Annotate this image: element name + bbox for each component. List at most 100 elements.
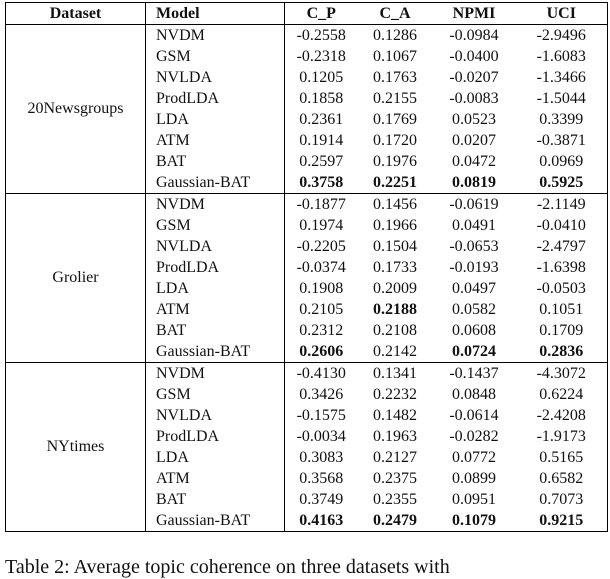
- model-cell: ProdLDA: [145, 88, 285, 109]
- model-cell: LDA: [145, 278, 285, 299]
- value-cell: -0.0034: [296, 427, 346, 445]
- value-cell: 0.3399: [515, 109, 608, 130]
- value-cell: -0.2318: [296, 47, 346, 65]
- value-cell: -0.0193: [449, 258, 499, 276]
- value-cell: 0.1858: [299, 89, 344, 107]
- value-cell: 0.2597: [299, 152, 344, 170]
- value-cell: 0.0772: [452, 448, 496, 466]
- table-row: NVLDA -0.2205 0.1504 -0.0653 -2.4797: [6, 236, 608, 257]
- value-cell: 0.2606: [284, 341, 358, 363]
- model-cell: NVDM: [145, 193, 285, 215]
- value-cell: 0.1963: [373, 427, 417, 445]
- table-row: ATM 0.3568 0.2375 0.0899 0.6582: [6, 468, 608, 489]
- value-cell: 0.1966: [373, 216, 417, 234]
- value-cell: 0.2361: [299, 110, 344, 128]
- table-row: 20Newsgroups NVDM -0.2558 0.1286 -0.0984 -2.9…: [5, 24, 608, 194]
- value-cell: 0.2355: [373, 490, 417, 508]
- value-cell: 0.0472: [452, 152, 496, 170]
- value-cell: 0.9215: [515, 510, 608, 532]
- model-cell: NVLDA: [145, 67, 285, 88]
- value-cell: 0.1286: [357, 24, 433, 46]
- value-cell: -1.6398: [515, 257, 608, 278]
- value-cell: -0.0207: [449, 68, 499, 86]
- model-cell: ATM: [145, 299, 285, 320]
- value-cell: -1.6083: [515, 46, 608, 67]
- value-cell: 0.3426: [299, 385, 344, 403]
- model-cell: ProdLDA: [145, 426, 285, 447]
- value-cell: 0.2479: [357, 510, 433, 532]
- table-row: Gaussian-BAT 0.2606 0.2142 0.0724 0.2836: [6, 341, 608, 363]
- value-cell: 0.7073: [515, 489, 608, 510]
- table-row: Grolier NVDM -0.1877 0.1456 -0.0619 -2.1149: [5, 193, 608, 363]
- model-cell: BAT: [145, 320, 285, 341]
- value-cell: 0.1709: [515, 320, 608, 341]
- model-cell: LDA: [145, 109, 285, 130]
- value-cell: 0.1908: [299, 279, 344, 297]
- value-cell: 0.1205: [299, 68, 344, 86]
- value-cell: 0.0848: [452, 385, 496, 403]
- value-cell: -0.2205: [296, 237, 346, 255]
- value-cell: 0.2232: [373, 385, 417, 403]
- header-cell: C_P: [284, 2, 358, 25]
- header-cell: C_A: [357, 2, 433, 25]
- value-cell: -0.3871: [515, 130, 608, 151]
- value-cell: -2.9496: [515, 24, 608, 46]
- value-cell: -1.5044: [515, 88, 608, 109]
- value-cell: -0.0653: [449, 237, 499, 255]
- value-cell: 0.1976: [373, 152, 417, 170]
- value-cell: -0.0410: [515, 215, 608, 236]
- value-cell: 0.1456: [357, 193, 433, 215]
- value-cell: 0.1079: [432, 510, 516, 532]
- table-row: NVLDA 0.1205 0.1763 -0.0207 -1.3466: [6, 67, 608, 88]
- header-cell: Model: [145, 2, 285, 25]
- value-cell: 0.1914: [299, 131, 344, 149]
- table-row: LDA 0.3083 0.2127 0.0772 0.5165: [6, 447, 608, 468]
- model-cell: BAT: [145, 489, 285, 510]
- value-cell: 0.1763: [373, 68, 417, 86]
- value-cell: 0.2009: [373, 279, 417, 297]
- table-row: BAT 0.3749 0.2355 0.0951 0.7073: [6, 489, 608, 510]
- header-row: Dataset Model C_P C_A NPMI UCI: [5, 2, 608, 25]
- header-cell: UCI: [515, 2, 608, 25]
- value-cell: -4.3072: [515, 362, 608, 384]
- header-cell: Dataset: [5, 2, 146, 25]
- table-row: BAT 0.2597 0.1976 0.0472 0.0969: [6, 151, 608, 172]
- table-row: LDA 0.1908 0.2009 0.0497 -0.0503: [6, 278, 608, 299]
- table-row: BAT 0.2312 0.2108 0.0608 0.1709: [6, 320, 608, 341]
- table-body: 20Newsgroups NVDM -0.2558 0.1286 -0.0984 -2.9…: [5, 24, 608, 532]
- model-cell: NVLDA: [145, 236, 285, 257]
- value-cell: -0.1877: [284, 193, 358, 215]
- model-cell: BAT: [145, 151, 285, 172]
- value-cell: -0.0374: [296, 258, 346, 276]
- model-cell: NVDM: [145, 24, 285, 46]
- table-row: ProdLDA 0.1858 0.2155 -0.0083 -1.5044: [6, 88, 608, 109]
- table-row: GSM 0.3426 0.2232 0.0848 0.6224: [6, 384, 608, 405]
- dataset-cell: Grolier: [5, 193, 146, 363]
- value-cell: 0.3758: [284, 172, 358, 194]
- value-cell: 0.1769: [373, 110, 417, 128]
- table-row: NYtimes NVDM -0.4130 0.1341 -0.1437 -4.3072: [5, 362, 608, 532]
- value-cell: 0.0819: [432, 172, 516, 194]
- model-cell: ProdLDA: [145, 257, 285, 278]
- value-cell: -0.0503: [515, 278, 608, 299]
- table-row: ProdLDA -0.0374 0.1733 -0.0193 -1.6398: [6, 257, 608, 278]
- header-cell: NPMI: [432, 2, 516, 25]
- value-cell: 0.6224: [515, 384, 608, 405]
- value-cell: -0.0282: [449, 427, 499, 445]
- value-cell: -0.0614: [449, 406, 499, 424]
- value-cell: 0.1733: [373, 258, 417, 276]
- model-cell: Gaussian-BAT: [145, 172, 285, 194]
- value-cell: -0.1437: [432, 362, 516, 384]
- value-cell: 0.2142: [357, 341, 433, 363]
- value-cell: 0.0207: [452, 131, 496, 149]
- value-cell: -0.0984: [432, 24, 516, 46]
- value-cell: 0.2155: [373, 89, 417, 107]
- value-cell: 0.3083: [299, 448, 344, 466]
- value-cell: 0.0491: [452, 216, 496, 234]
- value-cell: -0.2558: [284, 24, 358, 46]
- value-cell: -0.4130: [284, 362, 358, 384]
- value-cell: 0.2836: [515, 341, 608, 363]
- table-row: Gaussian-BAT 0.4163 0.2479 0.1079 0.9215: [6, 510, 608, 532]
- value-cell: -1.9173: [515, 426, 608, 447]
